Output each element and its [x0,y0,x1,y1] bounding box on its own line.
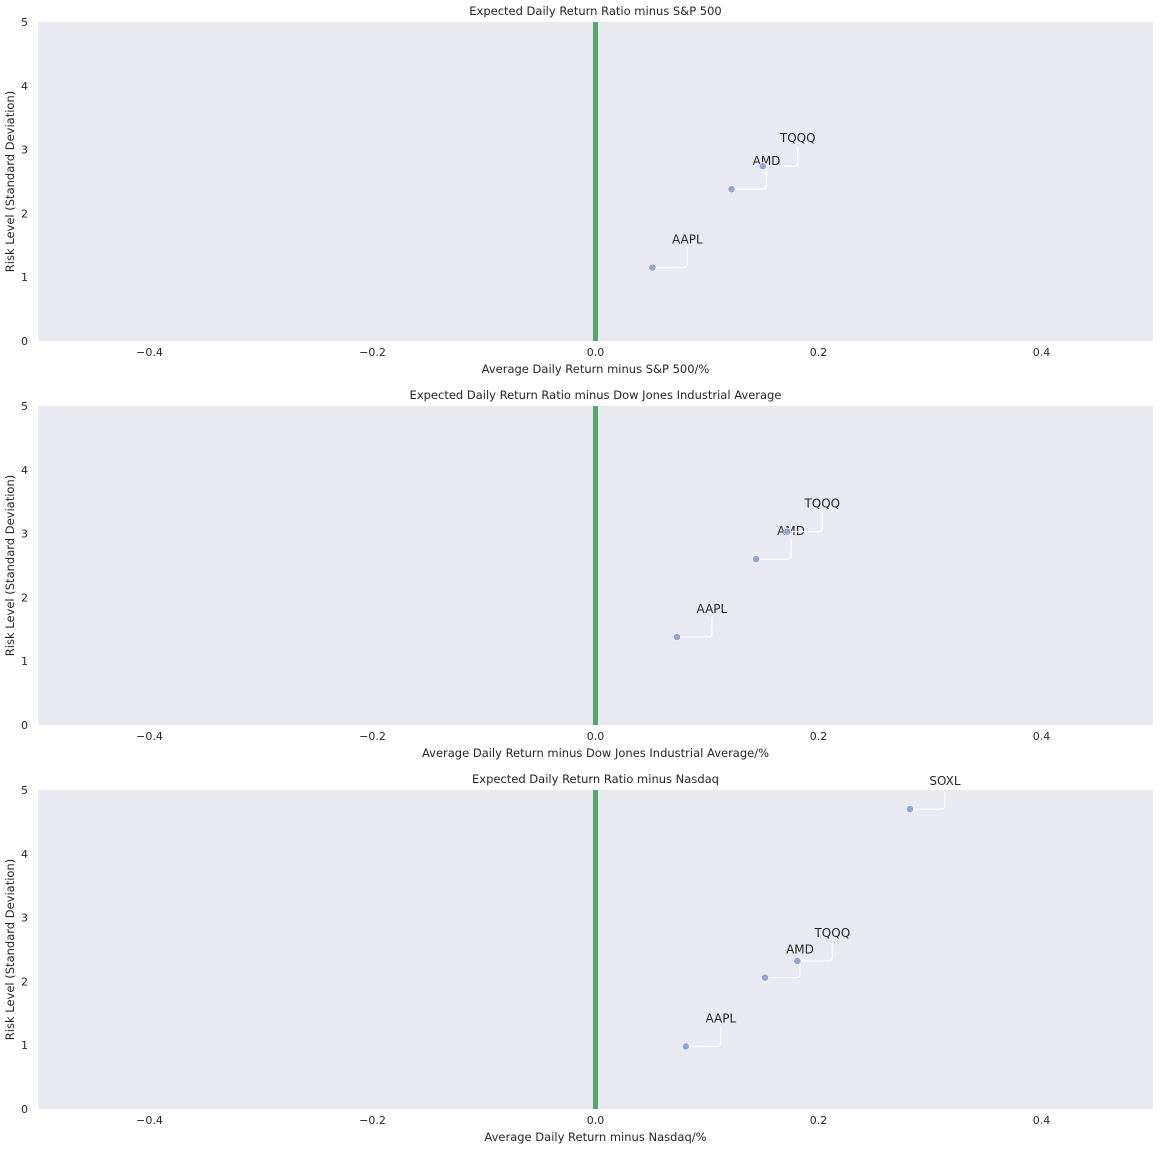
annotation-connector-amd [756,539,792,560]
y-tick-label: 0 [21,1103,28,1116]
data-label-aapl: AAPL [697,602,728,616]
y-tick-label: 1 [21,271,28,284]
x-tick-label: −0.2 [359,1114,386,1127]
x-tick-label: −0.4 [136,346,163,359]
y-tick-label: 3 [21,144,28,157]
chart-title: Expected Daily Return Ratio minus S&P 50… [469,4,722,18]
annotation-connector-amd [731,169,768,190]
y-tick-label: 5 [21,784,28,797]
y-tick-label: 0 [21,335,28,348]
y-tick-label: 3 [21,528,28,541]
x-tick-label: 0.4 [1033,1114,1051,1127]
y-tick-label: 5 [21,16,28,29]
x-tick-label: 0.4 [1033,730,1051,743]
x-tick-label: −0.2 [359,346,386,359]
data-label-aapl: AAPL [672,233,703,247]
y-tick-label: 4 [21,848,28,861]
data-point-tqqq [783,527,792,536]
x-axis-label: Average Daily Return minus Dow Jones Ind… [422,746,769,760]
chart-panel-3: Expected Daily Return Ratio minus Nasdaq… [3,772,1153,1144]
chart-panel-2: Expected Daily Return Ratio minus Dow Jo… [3,388,1153,760]
data-label-soxl: SOXL [929,774,961,788]
y-tick-label: 1 [21,655,28,668]
x-axis-label: Average Daily Return minus S&P 500/% [482,362,710,376]
chart-title: Expected Daily Return Ratio minus Dow Jo… [410,388,782,402]
annotation-connector-aapl [685,1026,722,1048]
data-label-tqqq: TQQQ [813,926,850,940]
y-tick-label: 2 [21,975,28,988]
data-point-aapl [648,263,657,272]
y-tick-label: 2 [21,591,28,604]
data-label-tqqq: TQQQ [803,497,840,511]
x-tick-label: 0.2 [810,730,828,743]
annotation-connector-aapl [652,247,688,269]
x-tick-label: 0.2 [810,346,828,359]
annotation-connector-amd [764,957,801,979]
data-point-tqqq [758,162,767,171]
y-tick-label: 4 [21,464,28,477]
x-tick-label: 0.0 [587,1114,605,1127]
x-tick-label: 0.4 [1033,346,1051,359]
annotation-connector-soxl [909,789,946,810]
data-point-amd [752,555,760,564]
x-axis-label: Average Daily Return minus Nasdaq/% [484,1130,706,1144]
data-label-aapl: AAPL [705,1011,736,1025]
x-tick-label: −0.2 [359,730,386,743]
x-tick-label: −0.4 [136,730,163,743]
annotation-connector-tqqq [797,940,833,962]
data-point-amd [761,973,769,982]
y-axis-label: Risk Level (Standard Deviation) [3,475,17,656]
chart-panel-1: Expected Daily Return Ratio minus S&P 50… [3,4,1153,376]
annotation-connector-aapl [676,616,713,638]
y-tick-label: 2 [21,207,28,220]
y-axis-label: Risk Level (Standard Deviation) [3,859,17,1040]
data-label-tqqq: TQQQ [779,131,816,145]
y-tick-label: 5 [21,400,28,413]
data-point-aapl [681,1042,690,1051]
annotation-connector-tqqq [762,146,799,167]
chart-title: Expected Daily Return Ratio minus Nasdaq [472,772,719,786]
y-axis-label: Risk Level (Standard Deviation) [3,91,17,272]
data-point-soxl [906,805,914,814]
annotation-connector-tqqq [787,511,823,533]
data-label-amd: AMD [786,943,814,957]
data-point-amd [727,185,736,194]
y-tick-label: 4 [21,80,28,93]
x-tick-label: −0.4 [136,1114,163,1127]
y-tick-label: 0 [21,719,28,732]
x-tick-label: 0.0 [587,730,605,743]
data-point-tqqq [793,957,802,965]
data-point-aapl [672,633,681,641]
x-tick-label: 0.2 [810,1114,828,1127]
y-tick-label: 1 [21,1039,28,1052]
y-tick-label: 3 [21,912,28,925]
x-tick-label: 0.0 [587,346,605,359]
